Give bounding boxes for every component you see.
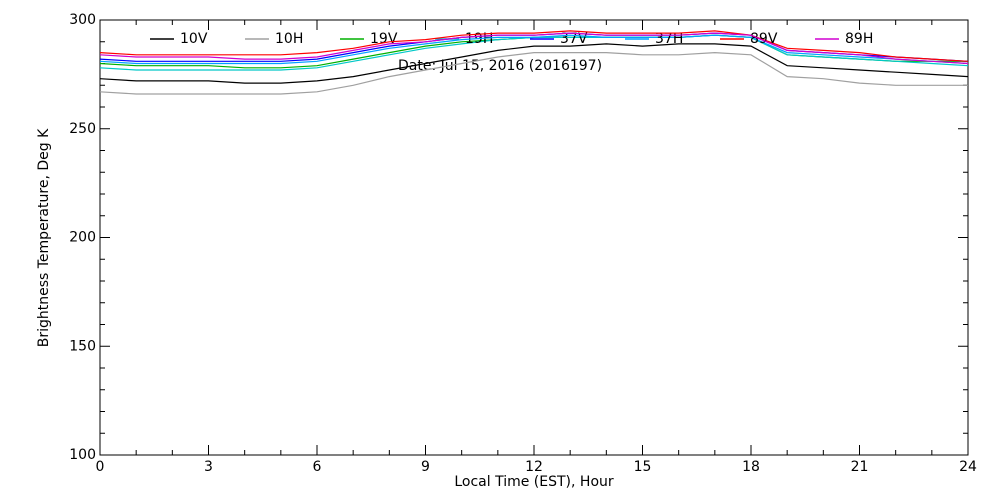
y-tick-label: 300: [69, 12, 96, 28]
series-line: [99, 32, 969, 65]
series-line: [99, 43, 969, 84]
x-axis-label: Local Time (EST), Hour: [454, 474, 614, 490]
legend-label: 10H: [275, 31, 303, 47]
x-tick-label: 12: [525, 459, 543, 475]
y-tick-label: 200: [69, 230, 96, 246]
x-tick-label: 18: [742, 459, 760, 475]
plot-frame: [99, 19, 969, 456]
x-tick-label: 6: [313, 459, 322, 475]
annotation: Date: Jul 15, 2016 (2016197): [398, 58, 602, 74]
x-tick-label: 21: [851, 459, 869, 475]
y-tick-label: 100: [69, 447, 96, 463]
legend-label: 10V: [180, 31, 208, 47]
x-tick-label: 3: [204, 459, 213, 475]
x-tick-label: 9: [421, 459, 430, 475]
x-tick-label: 24: [959, 459, 977, 475]
x-tick-label: 15: [634, 459, 652, 475]
legend-label: 89H: [845, 31, 873, 47]
legend-label: 19V: [370, 31, 398, 47]
y-axis-label: Brightness Temperature, Deg K: [36, 128, 52, 347]
series-line: [99, 30, 969, 62]
y-tick-label: 250: [69, 121, 96, 137]
series-line: [99, 34, 969, 65]
x-tick-label: 0: [96, 459, 105, 475]
series-line: [99, 51, 968, 95]
y-tick-label: 150: [69, 338, 96, 354]
